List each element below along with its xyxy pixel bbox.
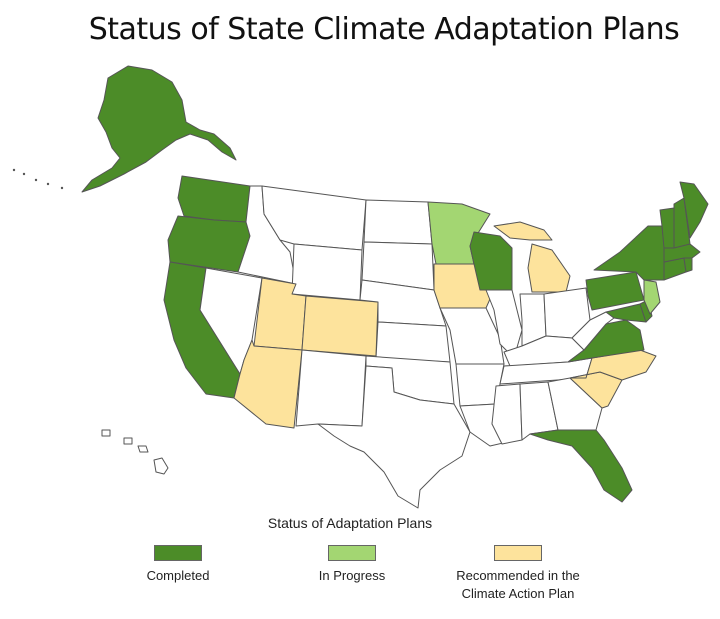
legend-item-completed: Completed [88, 545, 268, 585]
legend-label: Recommended in the Climate Action Plan [456, 568, 580, 601]
state-michigan [527, 243, 571, 293]
aleutian-island [46, 182, 50, 186]
legend-item-recommended: Recommended in the Climate Action Plan [428, 545, 608, 603]
legend-title: Status of Adaptation Plans [267, 515, 433, 531]
state-wyoming [291, 243, 363, 301]
state-vermont [659, 207, 675, 249]
aleutian-island [34, 178, 38, 182]
state-alaska [81, 65, 237, 193]
state-kansas [375, 321, 451, 363]
state-new-york [593, 225, 667, 281]
legend-swatch-recommended [494, 545, 542, 561]
legend-label: Completed [146, 568, 210, 583]
state-hawaii-island [137, 445, 149, 453]
map-title: Status of State Climate Adaptation Plans [88, 12, 680, 47]
us-states-map [12, 65, 709, 509]
state-new-hampshire [673, 197, 691, 249]
state-georgia [547, 377, 603, 431]
state-michigan-upper [493, 221, 553, 241]
legend-label: In Progress [318, 568, 386, 583]
state-maine [679, 181, 709, 239]
aleutian-island [22, 172, 26, 176]
state-colorado [301, 295, 379, 357]
state-pennsylvania [585, 271, 645, 311]
state-hawaii-island [153, 457, 169, 475]
state-mississippi [491, 383, 523, 445]
state-florida [529, 429, 633, 503]
state-hawaii-island [101, 429, 111, 437]
legend-item-in-progress: In Progress [262, 545, 442, 585]
state-arizona [233, 339, 303, 429]
state-hawaii-island [123, 437, 133, 445]
state-north-dakota [363, 199, 433, 245]
aleutian-island [12, 168, 16, 172]
state-washington [177, 175, 251, 223]
state-texas [317, 365, 471, 509]
legend-swatch-completed [154, 545, 202, 561]
legend-swatch-in-progress [328, 545, 376, 561]
state-maryland [605, 303, 647, 323]
state-rhode-island [683, 257, 693, 273]
state-new-jersey [643, 279, 661, 315]
state-new-mexico [295, 349, 367, 427]
aleutian-island [60, 186, 64, 190]
